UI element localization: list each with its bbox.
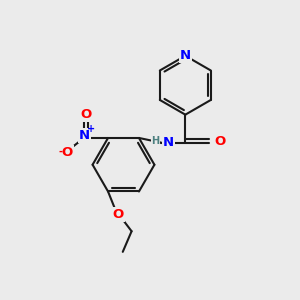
Text: N: N [180,49,191,62]
Text: O: O [215,135,226,148]
Text: O: O [80,108,91,121]
Text: O: O [112,208,124,221]
Text: N: N [163,136,174,149]
Text: O: O [61,146,73,159]
Text: H: H [152,136,160,146]
Text: N: N [79,129,90,142]
Text: -: - [58,147,62,157]
Text: +: + [87,124,95,134]
